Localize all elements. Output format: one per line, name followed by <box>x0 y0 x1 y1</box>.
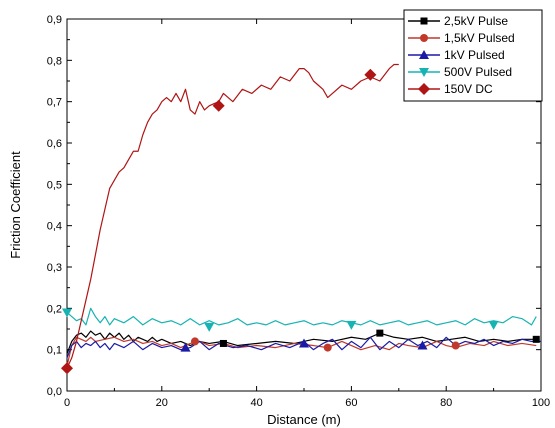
legend-swatch-marker <box>419 50 429 59</box>
y-tick-label: 0,7 <box>47 97 62 109</box>
series-lines-group <box>66 63 541 369</box>
y-tick-label: 0,0 <box>47 386 62 398</box>
series-marker-1 <box>451 341 460 350</box>
series-marker-2 <box>299 338 309 348</box>
series-line-4 <box>66 63 399 369</box>
x-tick-label: 20 <box>156 397 168 409</box>
series-marker-4 <box>61 362 73 375</box>
series-marker-0 <box>532 335 540 343</box>
series-marker-1 <box>323 343 332 352</box>
series-marker-3 <box>204 322 215 332</box>
y-axis-label: Friction Coefficient <box>8 151 23 259</box>
x-tick-label: 100 <box>532 397 550 409</box>
legend-swatch-marker <box>420 17 428 25</box>
y-tick-label: 0,5 <box>47 179 62 191</box>
legend-entry: 2,5kV Pulse <box>444 14 508 28</box>
x-tick-label: 60 <box>345 397 357 409</box>
y-tick-label: 0,9 <box>47 14 62 26</box>
legend-entry: 500V Pulsed <box>444 65 512 79</box>
series-marker-0 <box>376 329 384 337</box>
series-line-3 <box>66 307 537 326</box>
y-tick-label: 0,3 <box>47 262 62 274</box>
x-tick-label: 80 <box>440 397 452 409</box>
series-marker-4 <box>364 68 377 81</box>
x-axis-label: Distance (m) <box>267 412 341 427</box>
series-marker-3 <box>488 320 499 330</box>
series-marker-3 <box>62 308 72 318</box>
legend: 2,5kV Pulse 1,5kV Pulsed 1kV Pulsed 500V Pu… <box>403 9 543 102</box>
series-line-0 <box>66 330 537 355</box>
legend-entry: 1kV Pulsed <box>444 48 505 62</box>
y-tick-label: 0,1 <box>47 345 62 357</box>
legend-swatch-marker <box>419 68 429 77</box>
y-tick-label: 0,8 <box>47 55 62 67</box>
series-marker-0 <box>219 339 227 347</box>
x-tick-label: 40 <box>250 397 262 409</box>
ticks-group: 0,0 0,1 0,2 0,3 0,4 0,5 0,6 0,7 0,8 0,9 0 20 40 60 80 1… <box>47 14 550 409</box>
legend-swatch-marker <box>418 83 430 95</box>
series-marker-2 <box>417 340 428 350</box>
series-marker-1 <box>190 337 199 346</box>
y-tick-label: 0,6 <box>47 138 62 150</box>
series-line-1 <box>66 336 537 367</box>
y-tick-label: 0,2 <box>47 303 62 315</box>
legend-entry: 1,5kV Pulsed <box>444 31 515 45</box>
y-tick-label: 0,4 <box>47 221 62 233</box>
series-markers-group <box>61 68 540 375</box>
legend-entry: 150V DC <box>444 82 493 96</box>
x-tick-label: 0 <box>64 397 70 409</box>
series-marker-2 <box>180 342 191 352</box>
series-marker-4 <box>212 99 225 112</box>
series-marker-3 <box>346 320 357 330</box>
legend-swatch-marker <box>420 34 428 42</box>
